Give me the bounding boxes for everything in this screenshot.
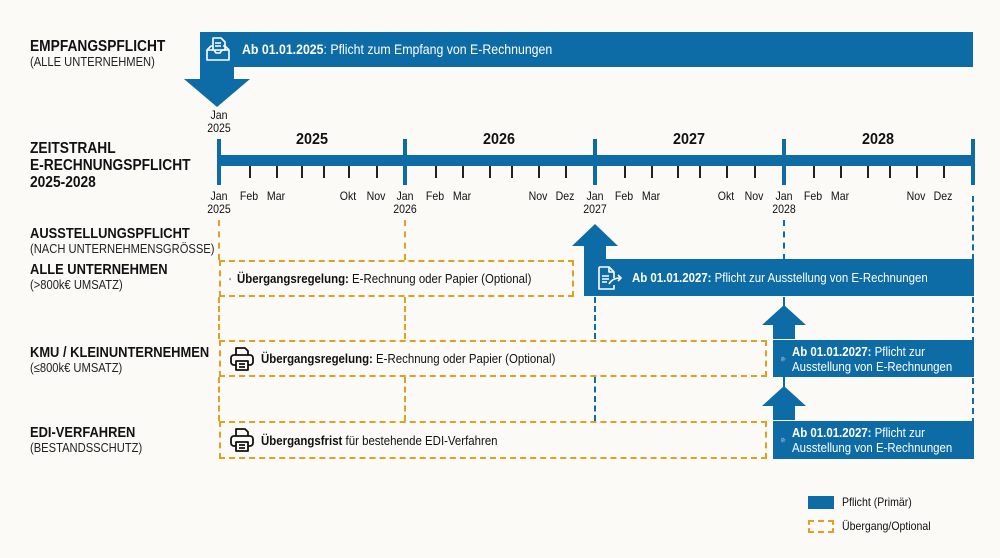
- row-label-edi: EDI-VERFAHREN (BESTANDSSCHUTZ): [30, 425, 160, 455]
- ausstellung-title: AUSSTELLUNGSPFLICHT: [30, 225, 190, 242]
- tick: [435, 166, 437, 178]
- guide-line: [218, 220, 220, 260]
- guide-line: [594, 297, 596, 339]
- year-divider: [971, 139, 975, 185]
- legend-swatch-optional: [808, 519, 834, 533]
- empfang-label: EMPFANGSPFLICHT (ALLE UNTERNEHMEN): [30, 38, 187, 69]
- guide-line: [783, 220, 785, 260]
- tick: [943, 166, 945, 178]
- tick: [565, 166, 567, 178]
- row-title: EDI-VERFAHREN: [30, 424, 136, 441]
- empfang-banner: Ab 01.01.2025: Pflicht zum Empfang von E…: [200, 32, 973, 67]
- row-subtitle: (≤800k€ UMSATZ): [30, 360, 123, 375]
- tick: [323, 166, 325, 178]
- year-label-2028: 2028: [861, 131, 895, 148]
- tick: [889, 166, 891, 178]
- duty-banner-kmu: Ab 01.01.2027: Pflicht zur Ausstellung vo…: [773, 340, 974, 377]
- up-arrow-icon: [762, 386, 806, 420]
- empfang-banner-text: : Pflicht zum Empfang von E-Rechnungen: [323, 41, 553, 57]
- legend-label-optional: Übergang/Optional: [842, 519, 931, 533]
- tick: [276, 166, 278, 178]
- tick: [867, 166, 869, 178]
- row-label-kmu: KMU / KLEINUNTERNEHMEN (≤800k€ UMSATZ): [30, 345, 238, 375]
- row-label-alle: ALLE UNTERNEHMEN (>800k€ UMSATZ): [30, 262, 190, 292]
- ausstellung-label: AUSSTELLUNGSPFLICHT (NACH UNTERNEHMENSGR…: [30, 226, 245, 256]
- year-label-2025: 2025: [295, 131, 329, 148]
- legend-swatch-primary: [808, 495, 834, 509]
- document-send-icon: [781, 437, 786, 443]
- year-divider: [217, 139, 221, 185]
- tick: [754, 166, 756, 178]
- timeline-title-3: 2025-2028: [30, 174, 96, 191]
- row-title: ALLE UNTERNEHMEN: [30, 261, 168, 278]
- guide-line: [404, 220, 406, 260]
- tick: [813, 166, 815, 178]
- tick: [677, 166, 679, 178]
- tick: [538, 166, 540, 178]
- tick: [348, 166, 350, 178]
- duty-banner-alle: Ab 01.01.2027: Pflicht zur Ausstellung v…: [584, 259, 974, 296]
- down-arrow-icon: [184, 79, 250, 107]
- year-label-2026: 2026: [482, 131, 516, 148]
- ausstellung-subtitle: (NACH UNTERNEHMENSGRÖSSE): [30, 241, 215, 256]
- year-divider: [782, 139, 786, 185]
- duty-banner-edi: Ab 01.01.2027: Pflicht zur Ausstellung vo…: [773, 421, 974, 459]
- guide-line: [972, 378, 974, 424]
- row-subtitle: (BESTANDSSCHUTZ): [30, 440, 143, 455]
- document-send-icon: [598, 265, 622, 290]
- tick: [376, 166, 378, 178]
- printer-icon: [230, 346, 254, 371]
- empfang-arrow-year: 2025: [207, 121, 231, 135]
- guide-line: [783, 377, 785, 387]
- empfang-title: EMPFANGSPFLICHT: [30, 38, 166, 55]
- timeline-title-2: E-RECHNUNGSPFLICHT: [30, 157, 191, 174]
- guide-line: [404, 377, 406, 421]
- tick: [651, 166, 653, 178]
- tick: [624, 166, 626, 178]
- guide-line: [783, 297, 785, 307]
- tick: [301, 166, 303, 178]
- document-send-icon: [781, 356, 786, 361]
- year-divider: [403, 139, 407, 185]
- inbox-document-icon: [206, 37, 230, 61]
- legend: Pflicht (Primär) Übergang/Optional: [808, 493, 943, 535]
- tick: [249, 166, 251, 178]
- tick: [699, 166, 701, 178]
- tick: [840, 166, 842, 178]
- legend-item-primary: Pflicht (Primär): [808, 493, 943, 511]
- tick: [726, 166, 728, 178]
- empfang-subtitle: (ALLE UNTERNEHMEN): [30, 54, 155, 69]
- timeline-title-1: ZEITSTRAHL: [30, 140, 116, 157]
- up-arrow-icon: [572, 224, 618, 259]
- tick: [916, 166, 918, 178]
- year-divider: [593, 139, 597, 185]
- legend-label-primary: Pflicht (Primär): [842, 495, 912, 509]
- printer-icon: [229, 277, 232, 280]
- optional-box-edi: Übergangsfrist für bestehende EDI-Verfah…: [219, 421, 767, 459]
- guide-line: [218, 297, 220, 339]
- guide-line: [972, 297, 974, 343]
- row-subtitle: (>800k€ UMSATZ): [30, 277, 123, 292]
- timeline-label: ZEITSTRAHL E-RECHNUNGSPFLICHT 2025-2028: [30, 140, 217, 191]
- tick: [489, 166, 491, 178]
- guide-line: [404, 297, 406, 339]
- legend-item-optional: Übergang/Optional: [808, 517, 943, 535]
- up-arrow-icon: [762, 305, 806, 339]
- year-label-2027: 2027: [672, 131, 706, 148]
- guide-line: [594, 377, 596, 421]
- guide-line: [218, 377, 220, 421]
- optional-box-alle: Übergangsregelung: E-Rechnung oder Papie…: [219, 260, 574, 297]
- printer-icon: [230, 428, 254, 452]
- optional-box-kmu: Übergangsregelung: E-Rechnung oder Papie…: [219, 340, 767, 377]
- empfang-banner-date: Ab 01.01.2025: [242, 41, 324, 57]
- empfang-arrow-month: Jan: [210, 108, 228, 122]
- tick: [511, 166, 513, 178]
- guide-line: [972, 196, 974, 260]
- tick: [462, 166, 464, 178]
- empfang-arrow-stem: [200, 66, 234, 80]
- row-title: KMU / KLEINUNTERNEHMEN: [30, 344, 210, 361]
